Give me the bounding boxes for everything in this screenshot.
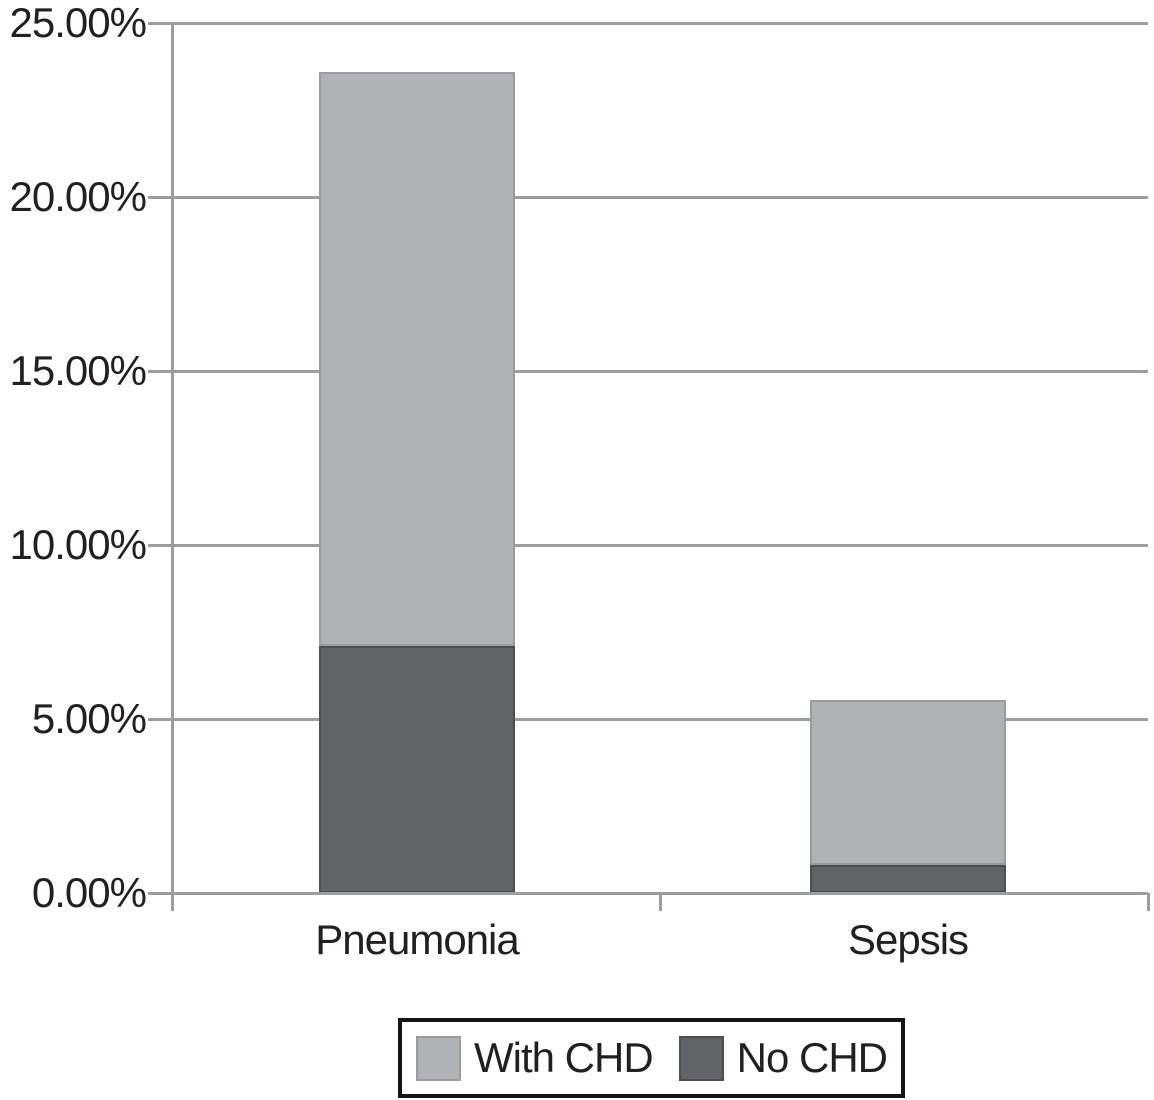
bar-segment-with-chd-sepsis <box>810 699 1006 866</box>
legend: With CHD No CHD <box>398 1018 905 1098</box>
y-axis-tick-label: 15.00% <box>9 347 147 394</box>
gridline <box>148 195 1148 199</box>
legend-entry-with-chd: With CHD <box>415 1034 654 1082</box>
y-axis-tick-label: 20.00% <box>9 173 147 220</box>
y-axis-tick-label: 5.00% <box>31 695 147 742</box>
legend-entry-no-chd: No CHD <box>678 1034 888 1082</box>
bar-segment-with-chd-pneumonia <box>319 71 515 646</box>
legend-label: No CHD <box>736 1034 888 1081</box>
bar-segment-no-chd-sepsis <box>810 865 1006 893</box>
gridline <box>148 369 1148 373</box>
x-axis-tick-mark <box>1146 893 1150 911</box>
x-axis-tick-mark <box>170 893 174 911</box>
x-axis-category-label: Pneumonia <box>315 916 519 963</box>
gridline <box>148 21 1148 25</box>
x-axis-tick-mark <box>658 893 662 911</box>
x-axis-line <box>148 891 1148 895</box>
legend-swatch-with-chd <box>415 1035 461 1081</box>
y-axis-tick-label: 0.00% <box>31 869 147 916</box>
gridline <box>148 717 1148 721</box>
gridline <box>148 543 1148 547</box>
bar-segment-no-chd-pneumonia <box>319 645 515 893</box>
x-axis-category-label: Sepsis <box>847 916 969 963</box>
y-axis-tick-label: 10.00% <box>9 521 147 568</box>
y-axis-line <box>170 23 174 911</box>
legend-swatch-no-chd <box>678 1035 724 1081</box>
legend-label: With CHD <box>473 1034 654 1081</box>
y-axis-tick-label: 25.00% <box>9 0 147 46</box>
